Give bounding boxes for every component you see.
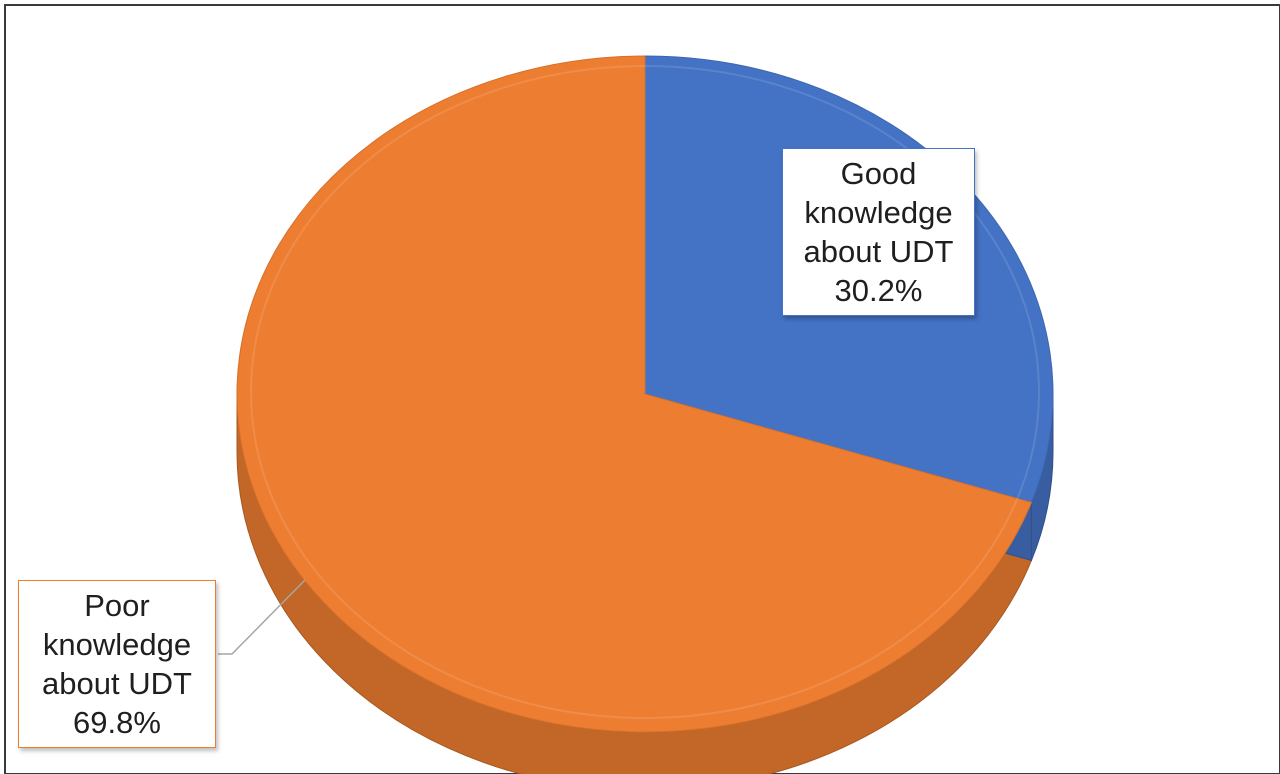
label-value: 30.2% (834, 273, 923, 308)
label-value: 69.8% (73, 705, 161, 740)
label-line: Good (840, 156, 917, 191)
pie-slice-poor-knowledge (236, 55, 1033, 733)
leader-line-poor (218, 579, 306, 655)
label-line: knowledge (804, 195, 953, 230)
pie-bevel (250, 65, 1040, 719)
label-line: about UDT (42, 666, 192, 701)
label-line: knowledge (42, 627, 192, 662)
leader-lines (218, 579, 306, 655)
data-label-poor-knowledge: Poor knowledge about UDT 69.8% (18, 580, 216, 748)
label-line: Poor (84, 588, 150, 623)
data-label-good-knowledge: Good knowledge about UDT 30.2% (782, 148, 975, 316)
label-line: about UDT (803, 234, 954, 269)
chart-border (4, 4, 1280, 774)
